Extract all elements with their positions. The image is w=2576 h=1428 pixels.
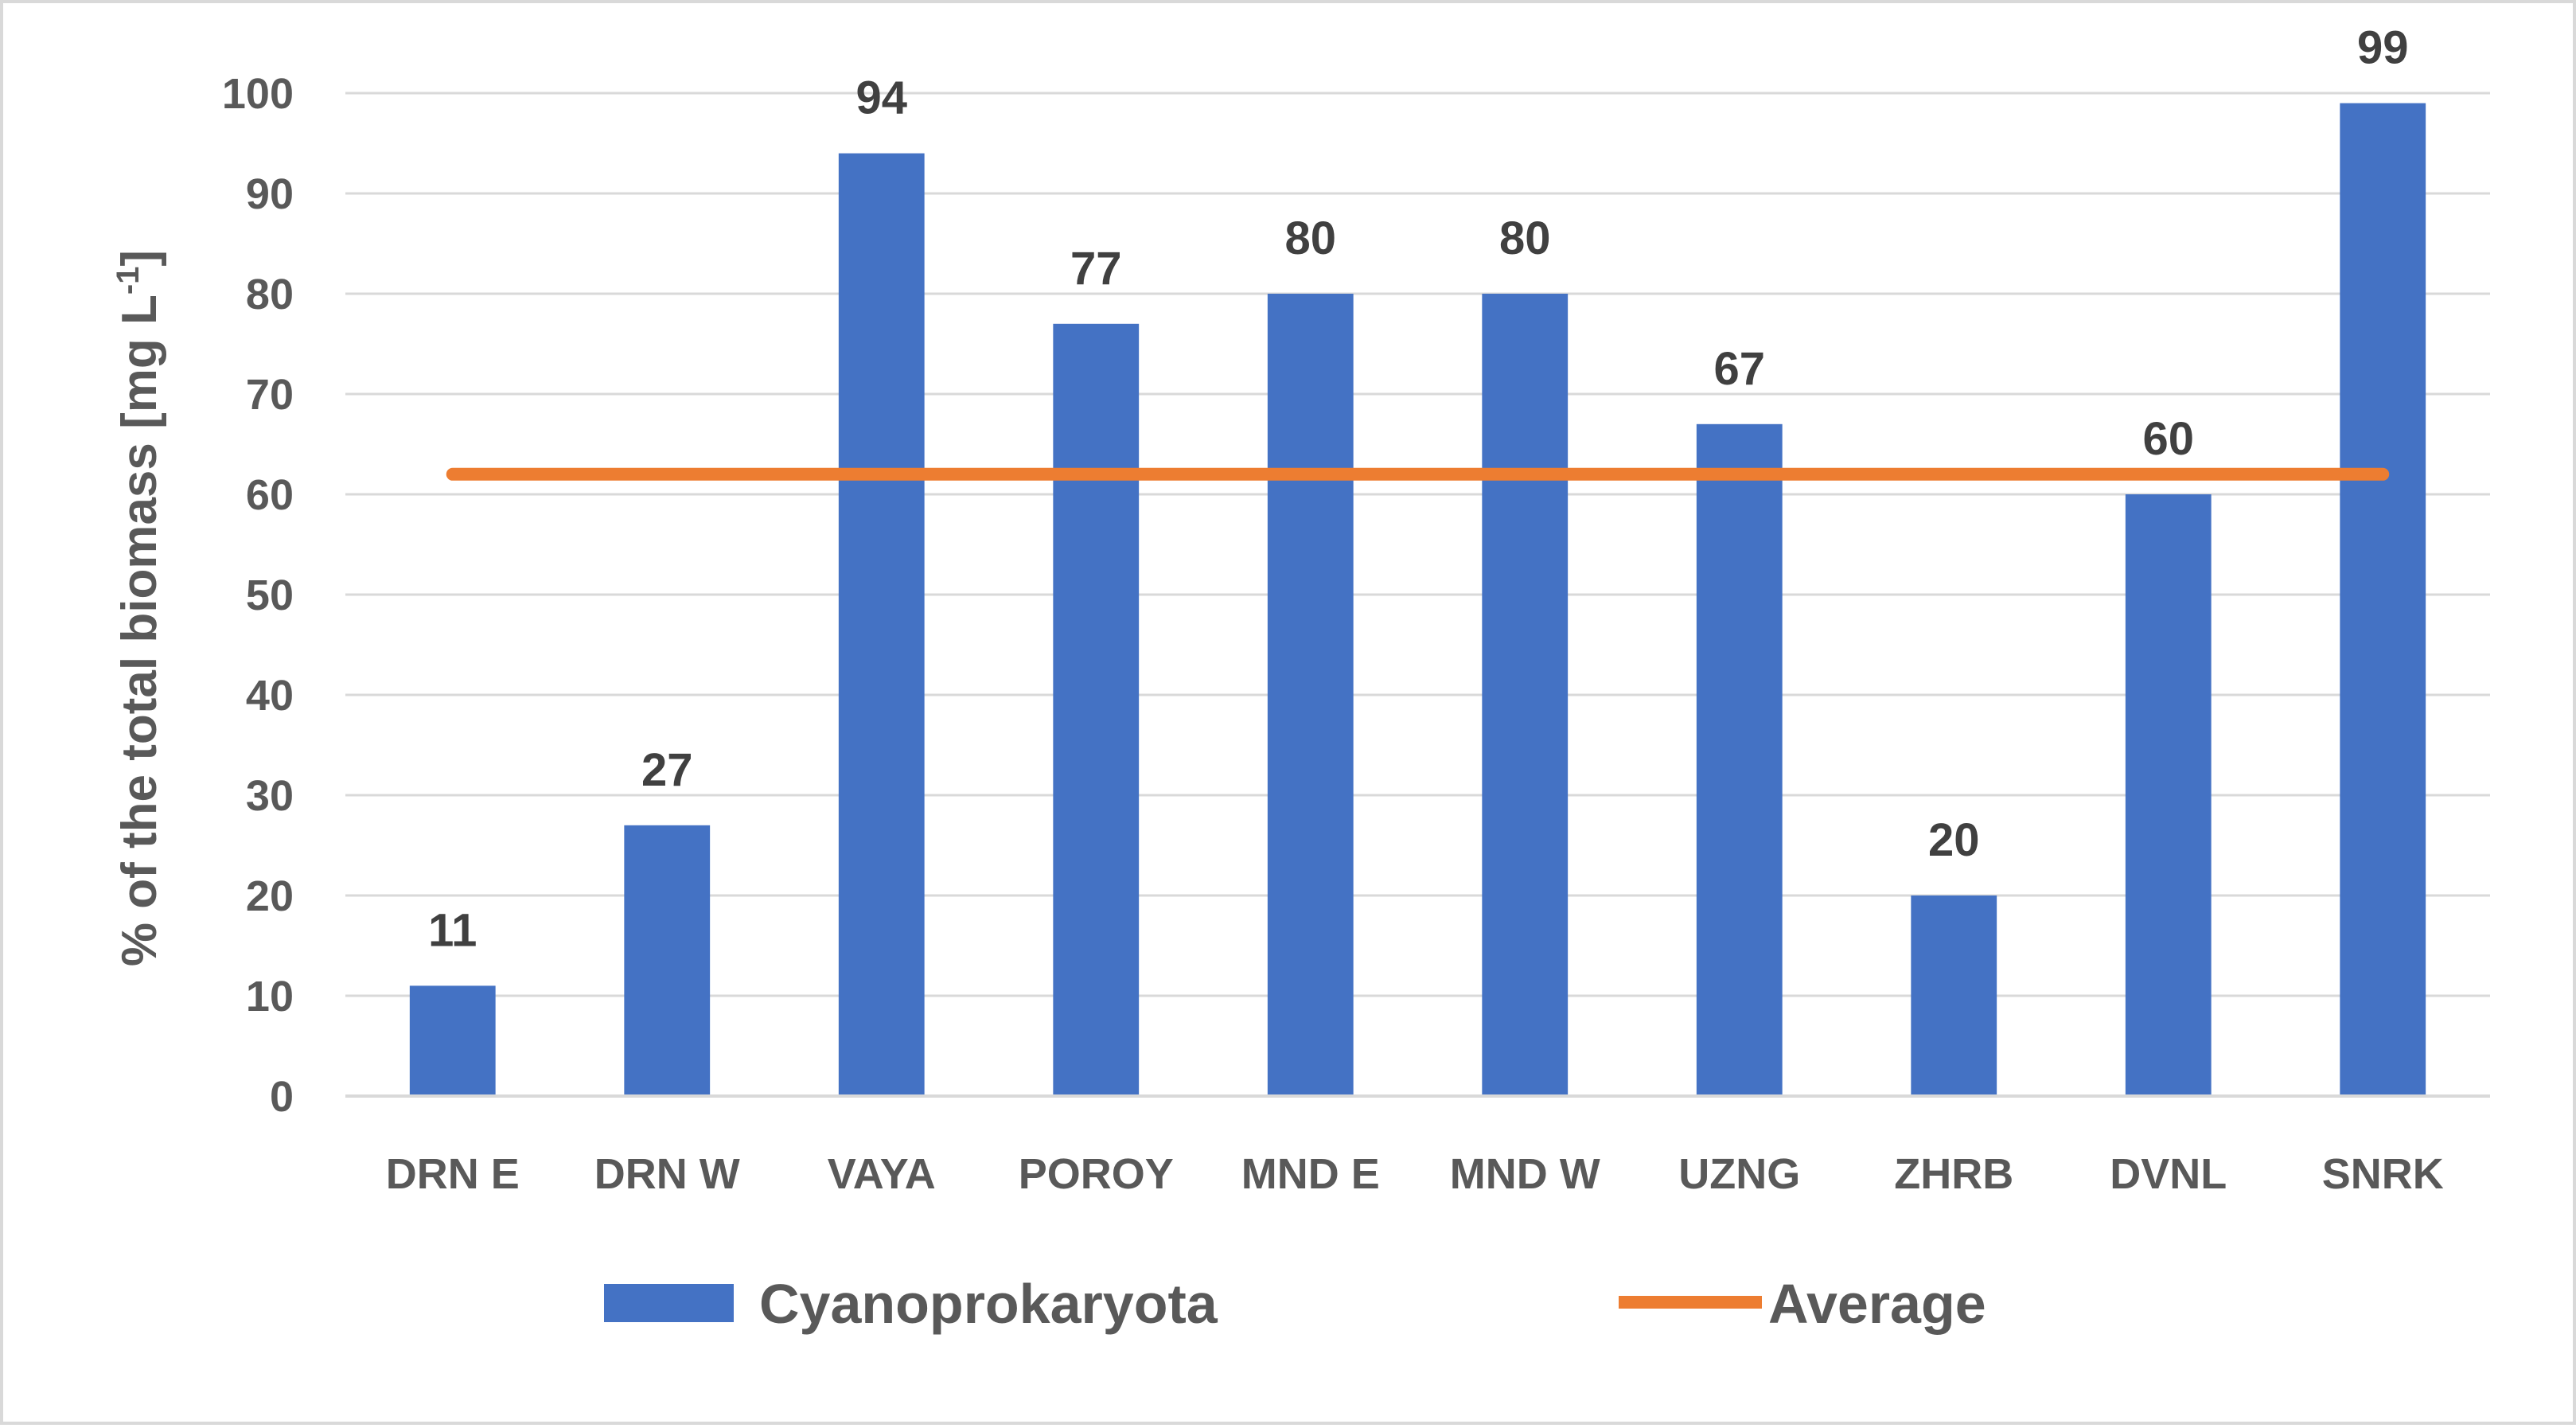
x-tick-label-poroy: POROY	[1019, 1150, 1174, 1198]
bars	[409, 103, 2426, 1097]
y-tick-label-80: 80	[246, 271, 294, 318]
x-tick-label-zhrb: ZHRB	[1894, 1150, 2013, 1198]
y-tick-label-0: 0	[270, 1073, 294, 1121]
bar-vaya	[838, 153, 925, 1097]
bar-poroy	[1053, 323, 1140, 1096]
y-axis-title: % of the total biomass [mg L-1]	[111, 250, 167, 966]
data-label-vaya: 94	[855, 72, 907, 124]
x-tick-label-mnd-w: MND W	[1450, 1150, 1600, 1198]
x-tick-label-snrk: SNRK	[2322, 1150, 2444, 1198]
x-tick-label-vaya: VAYA	[828, 1150, 936, 1198]
bar-drn-e	[409, 985, 496, 1096]
bar-mnd-e	[1267, 294, 1354, 1096]
y-tick-label-60: 60	[246, 471, 294, 519]
bar-drn-w	[624, 825, 711, 1096]
x-tick-label-dvnl: DVNL	[2110, 1150, 2227, 1198]
bar-zhrb	[1911, 895, 1997, 1096]
y-tick-label-100: 100	[222, 70, 294, 118]
x-tick-label-uzng: UZNG	[1678, 1150, 1800, 1198]
bar-dvnl	[2125, 494, 2212, 1096]
legend-label-average: Average	[1768, 1273, 1986, 1335]
x-tick-label-drn-e: DRN E	[386, 1150, 520, 1198]
axes: 0 10 20 30 40 50 60 70 80 90 100 DRN E DRN W VAYA PORO…	[222, 70, 2490, 1198]
y-tick-label-30: 30	[246, 772, 294, 820]
x-tick-label-mnd-e: MND E	[1241, 1150, 1380, 1198]
y-tick-label-20: 20	[246, 872, 294, 920]
y-tick-label-70: 70	[246, 371, 294, 419]
data-labels: 11 27 94 77 80 80 67 20 60 99	[428, 22, 2408, 957]
y-tick-label-40: 40	[246, 672, 294, 720]
data-label-uzng: 67	[1713, 343, 1765, 395]
legend-swatch-cyanoprokaryota	[604, 1284, 734, 1322]
data-label-snrk: 99	[2357, 22, 2409, 74]
y-tick-label-90: 90	[246, 170, 294, 218]
data-label-dvnl: 60	[2142, 413, 2194, 465]
bar-chart: 0 10 20 30 40 50 60 70 80 90 100 DRN E DRN W VAYA PORO…	[111, 22, 2490, 1335]
legend: Cyanoprokaryota Average	[604, 1273, 1986, 1335]
data-label-zhrb: 20	[1928, 814, 1980, 866]
x-tick-label-drn-w: DRN W	[594, 1150, 740, 1198]
bar-mnd-w	[1482, 294, 1569, 1096]
data-label-mnd-e: 80	[1284, 213, 1336, 264]
data-label-drn-e: 11	[428, 904, 477, 956]
legend-label-cyanoprokaryota: Cyanoprokaryota	[759, 1273, 1218, 1335]
data-label-drn-w: 27	[641, 744, 693, 796]
bar-snrk	[2340, 103, 2426, 1097]
y-tick-label-10: 10	[246, 973, 294, 1020]
data-label-mnd-w: 80	[1499, 213, 1551, 264]
y-tick-label-50: 50	[246, 572, 294, 619]
data-label-poroy: 77	[1070, 243, 1122, 295]
bar-uzng	[1696, 423, 1783, 1096]
